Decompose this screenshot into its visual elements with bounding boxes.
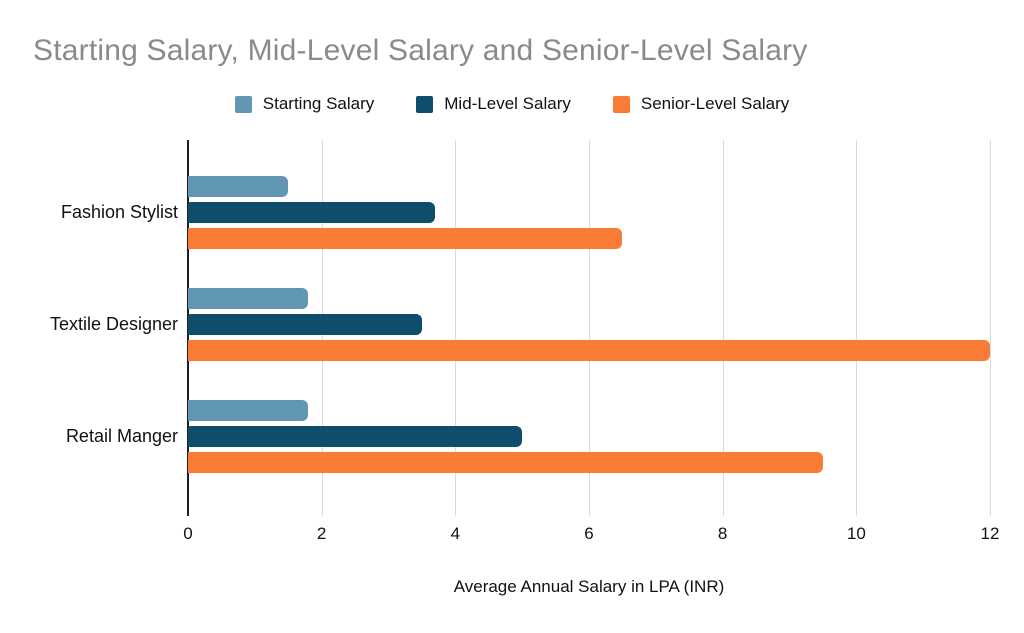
bar-fashion-stylist-senior-level-salary: [188, 228, 623, 249]
gridline-6: [589, 140, 590, 516]
bar-textile-designer-starting-salary: [188, 288, 309, 309]
x-tick-label-0: 0: [183, 524, 193, 543]
bar-fashion-stylist-mid-level-salary: [188, 202, 436, 223]
legend-label-senior-level-salary: Senior-Level Salary: [640, 94, 790, 113]
x-tick-label-4: 4: [450, 524, 461, 543]
bar-group-fashion-stylist: [188, 176, 990, 249]
legend-item-mid-level-salary: Mid-Level Salary: [416, 94, 571, 114]
legend-label-starting-salary: Starting Salary: [262, 94, 375, 113]
gridline-12: [990, 140, 991, 516]
legend-label-mid-level-salary: Mid-Level Salary: [444, 94, 571, 113]
legend-item-senior-level-salary: Senior-Level Salary: [612, 94, 790, 114]
gridline-10: [856, 140, 858, 516]
legend-swatch-senior-level-salary: [612, 95, 630, 113]
bar-retail-manger-mid-level-salary: [188, 426, 523, 447]
bar-group-textile-designer: [188, 288, 990, 361]
bar-group-retail-manger: [188, 400, 990, 473]
x-axis-title: Average Annual Salary in LPA (INR): [453, 577, 725, 596]
legend: Starting Salary Mid-Level Salary Senior-Le…: [0, 94, 1024, 114]
bar-retail-manger-senior-level-salary: [188, 452, 823, 473]
legend-item-starting-salary: Starting Salary: [234, 94, 375, 114]
x-tick-label-10: 10: [846, 524, 866, 543]
plot-area: [187, 140, 991, 516]
x-tick-label-8: 8: [717, 524, 728, 543]
category-label-textile-designer: Textile Designer: [49, 314, 178, 334]
chart-title: Starting Salary, Mid-Level Salary and Se…: [33, 34, 808, 67]
legend-swatch-mid-level-salary: [416, 95, 434, 113]
x-tick-label-6: 6: [584, 524, 594, 543]
gridline-8: [722, 140, 724, 516]
x-tick-label-2: 2: [316, 524, 327, 543]
category-axis-labels: Fashion Stylist Textile Designer Retail Ma…: [0, 140, 178, 510]
x-tick-label-12: 12: [980, 524, 1000, 543]
category-label-fashion-stylist: Fashion Stylist: [60, 202, 178, 222]
bar-retail-manger-starting-salary: [188, 400, 309, 421]
bar-fashion-stylist-starting-salary: [188, 176, 289, 197]
legend-swatch-starting-salary: [234, 95, 252, 113]
category-label-retail-manger: Retail Manger: [65, 426, 178, 446]
gridline-4: [455, 140, 457, 516]
bar-textile-designer-mid-level-salary: [188, 314, 422, 335]
bar-textile-designer-senior-level-salary: [188, 340, 990, 361]
x-axis-tick-labels: 0 2 4 6 8 10 12: [183, 523, 999, 547]
